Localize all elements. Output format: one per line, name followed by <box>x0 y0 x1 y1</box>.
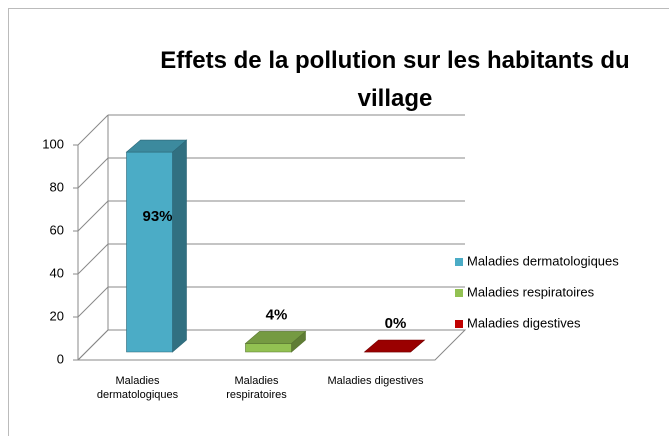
bar <box>363 339 426 353</box>
y-tick-label: 0 <box>57 351 64 366</box>
bar-top <box>363 339 426 353</box>
legend-swatch <box>455 258 463 266</box>
grid-depth <box>77 200 109 232</box>
grid-depth <box>77 243 109 275</box>
x-tick-label: Maladies dermatologiques <box>96 375 179 401</box>
grid-depth <box>77 114 109 146</box>
grid-depth <box>77 286 109 318</box>
grid-depth <box>77 157 109 189</box>
chart-title: Effets de la pollution sur les habitants… <box>160 47 630 112</box>
chart-frame <box>8 8 669 436</box>
bar-top <box>125 139 188 153</box>
grid-depth <box>77 329 109 361</box>
data-label: 93% <box>142 208 172 225</box>
data-label: 4% <box>266 306 288 323</box>
legend-label: Maladies digestives <box>467 315 581 330</box>
legend-label: Maladies dermatologiques <box>467 253 619 268</box>
y-tick-label: 20 <box>50 308 64 323</box>
x-tick-label: Maladies digestives <box>327 375 424 387</box>
x-tick-label: Maladies respiratoires <box>226 375 287 401</box>
y-tick-label: 100 <box>42 136 64 151</box>
y-tick-label: 60 <box>50 222 64 237</box>
bar-side <box>172 139 187 353</box>
y-tick-label: 80 <box>50 179 64 194</box>
bar <box>125 139 188 353</box>
legend-label: Maladies respiratoires <box>467 284 595 299</box>
bar <box>244 330 307 353</box>
bar-front <box>245 343 292 353</box>
bar-front <box>126 151 173 353</box>
y-tick-label: 40 <box>50 265 64 280</box>
legend-swatch <box>455 320 463 328</box>
legend-swatch <box>455 289 463 297</box>
bar-top <box>244 331 307 344</box>
data-label: 0% <box>385 315 407 332</box>
